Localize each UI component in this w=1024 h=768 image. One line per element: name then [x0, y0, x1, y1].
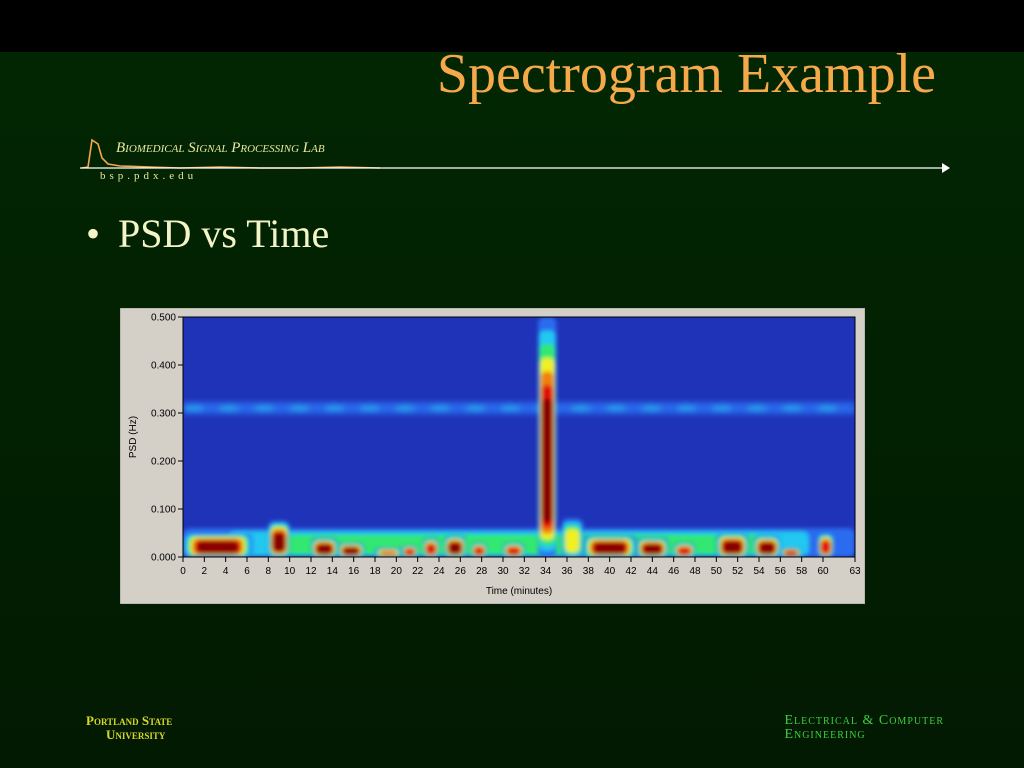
lab-name: Biomedical Signal Processing Lab: [116, 140, 325, 156]
x-tick-label: 2: [202, 566, 208, 577]
x-tick-label: 12: [305, 566, 317, 577]
x-tick-label: 30: [497, 566, 509, 577]
spectrogram-cell: [583, 535, 637, 557]
x-tick-label: 42: [625, 566, 637, 577]
y-axis-label: PSD (Hz): [128, 416, 139, 458]
spectrogram-cell: [503, 542, 525, 557]
spectrogram-cell: [337, 542, 365, 557]
x-tick-label: 36: [561, 566, 573, 577]
x-tick-label: 22: [412, 566, 424, 577]
x-tick-label: 18: [369, 566, 381, 577]
spectrogram-cell: [375, 547, 402, 557]
y-tick-label: 0.100: [151, 505, 176, 516]
lab-banner: Biomedical Signal Processing Lab bsp.pdx…: [80, 132, 960, 188]
footer-department: Electrical & Computer Engineering: [784, 714, 944, 742]
spectrogram-cell: [311, 537, 338, 557]
lab-url: bsp.pdx.edu: [100, 170, 198, 182]
x-tick-label: 10: [284, 566, 296, 577]
plot-border: [182, 316, 856, 558]
x-tick-label: 54: [753, 566, 765, 577]
y-tick-label: 0.000: [151, 553, 176, 564]
spectrogram-cell: [444, 535, 466, 557]
x-tick-label: 4: [223, 566, 229, 577]
x-tick-label: 26: [455, 566, 467, 577]
x-tick-label: 16: [348, 566, 360, 577]
bullet-dot: •: [86, 211, 101, 256]
spectrogram-cell: [183, 533, 253, 557]
spectrogram-cell: [268, 521, 290, 557]
footer-university: Portland State University: [86, 714, 172, 742]
spectrogram-cell: [817, 533, 834, 557]
spectrogram-cell: [423, 537, 439, 557]
x-tick-label: 58: [796, 566, 808, 577]
footer-right-line1: Electrical & Computer: [784, 713, 944, 728]
y-tick-label: 0.500: [151, 313, 176, 324]
x-tick-label: 63: [849, 566, 861, 577]
x-tick-label: 50: [711, 566, 723, 577]
x-tick-label: 52: [732, 566, 744, 577]
x-tick-label: 56: [775, 566, 787, 577]
x-tick-label: 46: [668, 566, 680, 577]
x-tick-label: 38: [583, 566, 595, 577]
x-tick-label: 40: [604, 566, 616, 577]
x-tick-label: 6: [244, 566, 250, 577]
spectrogram-cell: [636, 537, 669, 557]
y-tick-label: 0.300: [151, 409, 176, 420]
x-tick-label: 8: [266, 566, 272, 577]
spectrogram-chart: 0.000 0.100 0.200 0.300 0.400 0.500 0 2 4 6 8 10 12 1…: [119, 307, 866, 605]
bullet-text: PSD vs Time: [118, 211, 330, 256]
signal-wave-logo: [80, 138, 950, 173]
spectrogram-cell: [716, 533, 749, 557]
spectrogram-band: [183, 402, 855, 415]
footer-right-line2: Engineering: [784, 727, 866, 742]
x-tick-label: 14: [327, 566, 339, 577]
spectrogram-cell: [753, 535, 781, 557]
x-tick-label: 44: [647, 566, 659, 577]
y-tick-label: 0.400: [151, 361, 176, 372]
spectrogram-cell: [561, 518, 583, 557]
spectrogram-cell: [401, 545, 418, 557]
x-tick-label: 34: [540, 566, 552, 577]
x-tick-label: 32: [519, 566, 531, 577]
footer-left-line2: University: [106, 727, 166, 742]
x-tick-label: 48: [689, 566, 701, 577]
x-tick-label: 24: [433, 566, 445, 577]
x-tick-label: 28: [476, 566, 488, 577]
spectrogram-cell: [780, 547, 802, 557]
footer-left-line1: Portland State: [86, 713, 173, 728]
spectrogram-cell: [673, 542, 695, 557]
x-tick-label: 0: [180, 566, 186, 577]
spectrogram-cell: [471, 542, 487, 557]
x-axis-label: Time (minutes): [486, 586, 552, 597]
y-tick-label: 0.200: [151, 457, 176, 468]
bullet-point: • PSD vs Time: [86, 210, 329, 257]
plot-area: [183, 317, 855, 557]
spectrogram-cell: [538, 317, 557, 557]
x-tick-label: 20: [391, 566, 403, 577]
x-tick-label: 60: [817, 566, 829, 577]
slide-title: Spectrogram Example: [436, 43, 936, 105]
